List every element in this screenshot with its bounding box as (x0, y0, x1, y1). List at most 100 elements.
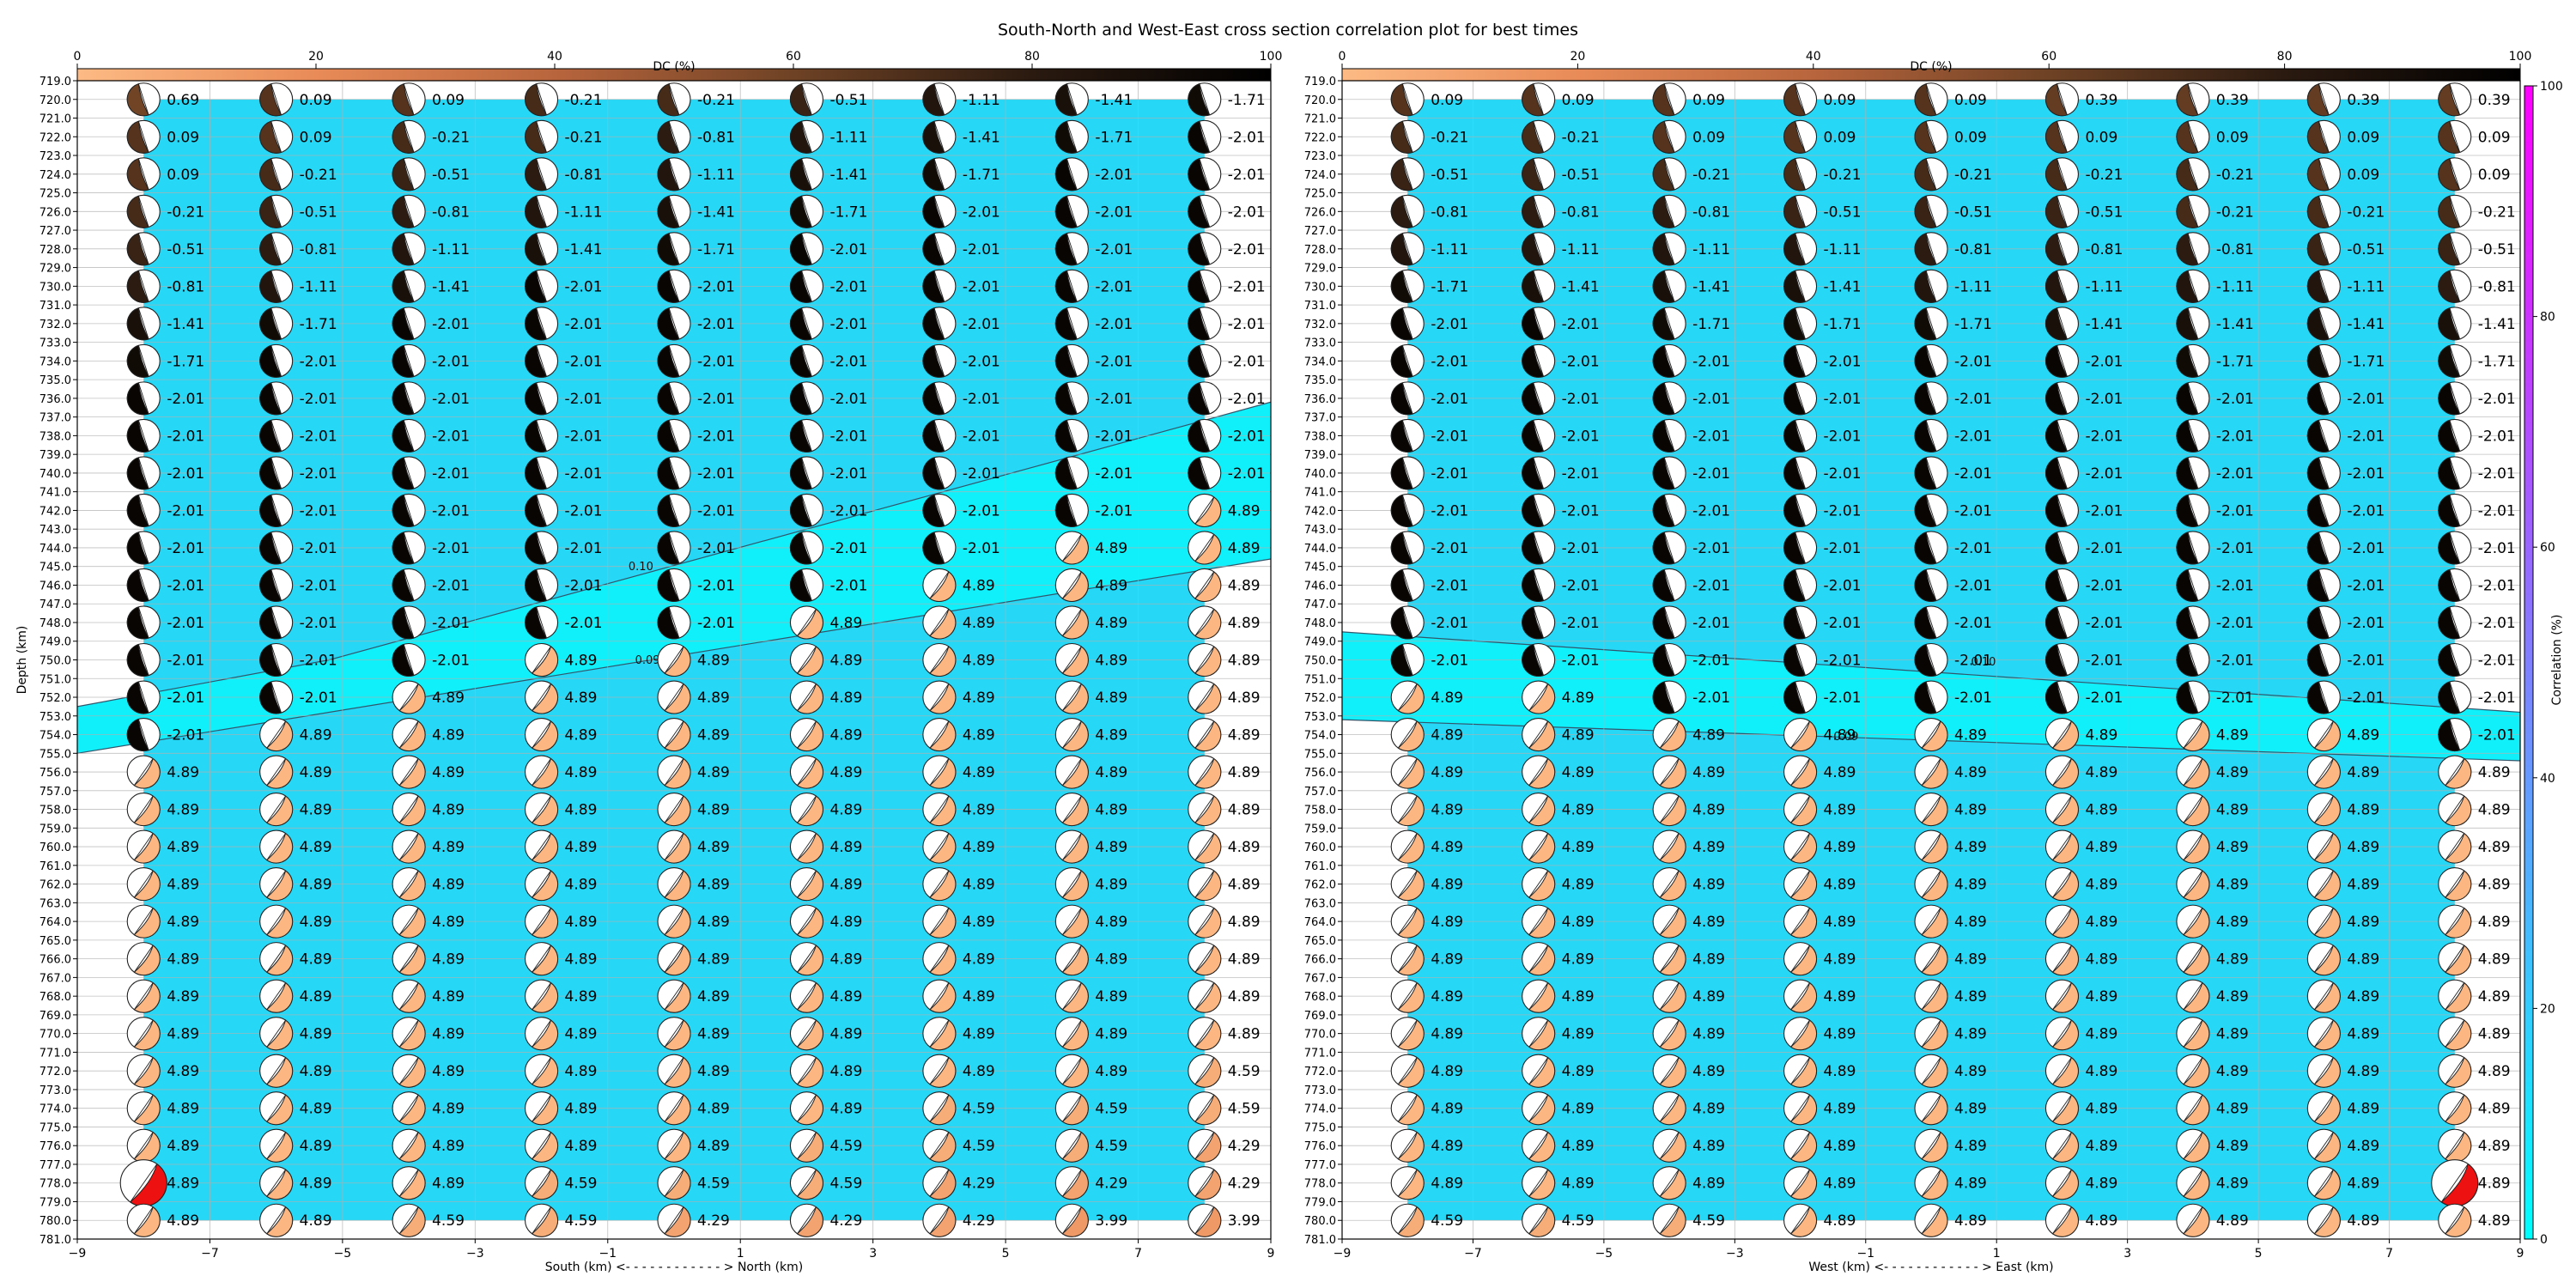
beachball (657, 568, 691, 603)
beachball-quadrant (259, 457, 283, 490)
beachball-quadrant (2445, 757, 2472, 789)
time-label: -0.81 (1954, 241, 1992, 258)
beachball-nodal-line (266, 908, 286, 935)
beachball-quadrant (1390, 83, 1413, 117)
time-label: 4.89 (1954, 764, 1987, 781)
beachball-quadrant (1390, 195, 1413, 228)
time-label: 4.29 (1095, 1176, 1127, 1193)
beachball-quadrant (525, 457, 548, 490)
time-label: 4.89 (1095, 1063, 1127, 1080)
beachball-nodal-line (137, 569, 149, 601)
time-label: -2.01 (1562, 316, 1600, 333)
beachball-quadrant (1522, 568, 1545, 602)
beachball-nodal-line (797, 982, 817, 1010)
beachball-nodal-line (532, 683, 551, 711)
time-label: -2.01 (167, 540, 204, 557)
time-label: 4.89 (963, 839, 995, 856)
beachball (1188, 1091, 1222, 1126)
time-label: 4.59 (829, 1138, 862, 1155)
time-label: -2.01 (1095, 204, 1133, 221)
time-label: 4.89 (2478, 1176, 2511, 1193)
beachball (1914, 1166, 1948, 1200)
beachball-quadrant (1914, 606, 1937, 640)
time-label: 4.89 (565, 653, 598, 670)
beachball-quadrant (2438, 643, 2461, 677)
beachball (1783, 82, 1818, 117)
beachball-quadrant (1914, 270, 1937, 303)
beachball-nodal-line (933, 495, 945, 526)
beachball (2438, 642, 2472, 677)
x-tick-label: 7 (2385, 1247, 2393, 1261)
time-label: 4.89 (1431, 839, 1463, 856)
time-label: 4.89 (1228, 951, 1261, 969)
beachball-nodal-line (398, 683, 419, 711)
beachball-nodal-line (133, 1057, 154, 1084)
beachball (259, 829, 294, 864)
beachball-nodal-line (2314, 795, 2334, 823)
beachball (126, 307, 161, 341)
time-label: -2.01 (565, 428, 603, 445)
beachball-nodal-line (1663, 681, 1675, 714)
beachball (1054, 829, 1089, 864)
beachball-quadrant (2438, 344, 2461, 378)
correlation-colorbar-bar (2524, 85, 2534, 1240)
beachball-quadrant (2438, 307, 2461, 341)
beachball-quadrant (1054, 120, 1078, 154)
beachball (922, 793, 957, 827)
beachball-quadrant (265, 1094, 294, 1126)
beachball-nodal-line (2449, 719, 2461, 750)
beachball (2176, 493, 2210, 527)
time-label: 4.89 (1562, 1138, 1595, 1155)
beachball (2176, 793, 2210, 827)
beachball-nodal-line (532, 1019, 551, 1048)
beachball-quadrant (1789, 1131, 1817, 1163)
beachball (525, 418, 559, 453)
time-label: 4.89 (167, 1026, 199, 1043)
beachball-quadrant (1522, 83, 1545, 117)
beachball-quadrant (664, 1019, 691, 1051)
beachball-nodal-line (797, 833, 817, 860)
time-label: -2.01 (1228, 241, 1266, 258)
beachball (922, 418, 957, 453)
beachball (2306, 157, 2341, 191)
beachball (1054, 1091, 1089, 1126)
beachball (1390, 456, 1425, 490)
beachball-quadrant (2445, 945, 2472, 975)
beachball-nodal-line (1795, 233, 1806, 265)
beachball-nodal-line (137, 644, 149, 676)
beachball-quadrant (1061, 981, 1089, 1013)
beachball-quadrant (1914, 344, 1937, 378)
time-label: 4.89 (1954, 1101, 1987, 1118)
time-label: 4.89 (829, 877, 862, 894)
beachball-nodal-line (929, 609, 950, 636)
beachball (1390, 867, 1425, 902)
beachball (1783, 232, 1818, 266)
beachball-nodal-line (1194, 833, 1215, 860)
beachball-quadrant (126, 419, 149, 453)
beachball (789, 1054, 823, 1088)
beachball-nodal-line (2187, 495, 2199, 526)
beachball-quadrant (2445, 1094, 2472, 1126)
beachball-quadrant (1522, 494, 1545, 527)
time-label: -2.01 (1095, 278, 1133, 295)
beachball (1390, 1091, 1425, 1126)
beachball (922, 605, 957, 640)
time-label: 4.89 (1562, 1063, 1595, 1080)
x-tick-label: 9 (1267, 1247, 1275, 1261)
beachball (1914, 1203, 1948, 1237)
time-label: 4.89 (1954, 727, 1987, 744)
time-label: 4.89 (2347, 914, 2379, 931)
beachball-quadrant (259, 382, 283, 416)
time-label: 4.89 (565, 764, 598, 781)
time-label: 4.89 (2085, 1138, 2117, 1155)
time-label: -2.01 (432, 353, 470, 370)
beachball (1914, 157, 1948, 191)
beachball-nodal-line (933, 307, 945, 340)
beachball-nodal-line (1062, 683, 1082, 711)
beachball (789, 717, 823, 752)
y-tick-label: 742.0 (1304, 505, 1336, 518)
beachball-quadrant (525, 307, 548, 341)
beachball (1054, 642, 1089, 677)
beachball-quadrant (1789, 720, 1817, 751)
beachball (1054, 904, 1089, 939)
